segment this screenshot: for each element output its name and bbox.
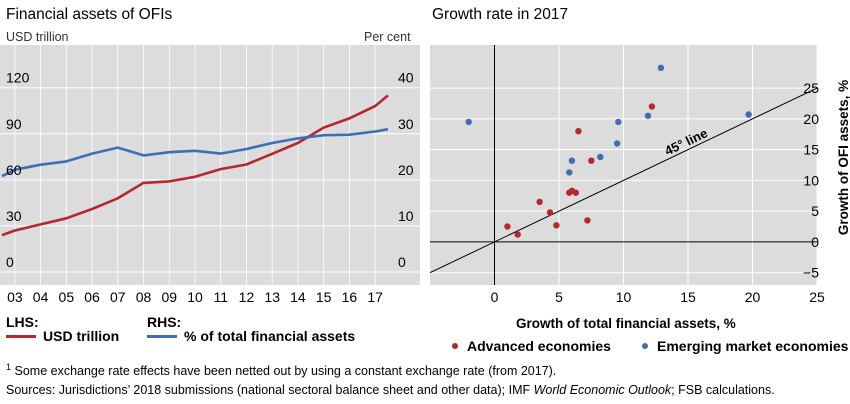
scatter-x-tick-label: 5 — [555, 289, 563, 305]
x-tick-label: 07 — [110, 289, 126, 305]
advanced-economy-point — [553, 222, 560, 229]
scatter-x-tick-label: 25 — [809, 289, 825, 305]
legend-advanced-dot — [452, 343, 458, 349]
advanced-economy-point — [536, 198, 543, 206]
legend-lhs-tag: LHS: — [6, 314, 39, 330]
sources-italic: World Economic Outlook — [533, 383, 672, 397]
rhs-tick-label: 30 — [398, 116, 414, 132]
scatter-x-tick-label: 10 — [616, 289, 632, 305]
sources-prefix: Sources: Jurisdictions’ 2018 submissions… — [6, 383, 534, 397]
left-line-chart: 0 30 60 90 120 0 10 20 30 40 03 04 05 06 07 08 09 10 11 12 1… — [0, 45, 420, 305]
scatter-y-tick-label: −5 — [803, 265, 819, 281]
legend-emerging-label: Emerging market economies — [657, 338, 849, 354]
lhs-tick-label: 90 — [6, 116, 22, 132]
x-tick-label: 08 — [136, 289, 152, 305]
emerging-economy-point — [465, 118, 472, 126]
sources-note: Sources: Jurisdictions’ 2018 submissions… — [6, 383, 775, 397]
scatter-y-tick-label: 10 — [803, 172, 819, 188]
legend-emerging-dot — [642, 343, 648, 349]
x-tick-label: 11 — [213, 289, 228, 305]
lhs-tick-label: 60 — [6, 162, 22, 178]
advanced-economy-point — [572, 189, 579, 196]
rhs-tick-label: 0 — [398, 254, 406, 270]
footnote-text: Some exchange rate effects have been net… — [11, 364, 557, 379]
scatter-y-tick-label: 15 — [803, 142, 819, 158]
footnote: 1 Some exchange rate effects have been n… — [6, 362, 556, 378]
emerging-economy-point — [657, 64, 665, 72]
pct-total-assets-line — [1, 127, 389, 178]
emerging-economy-point — [568, 157, 576, 164]
advanced-economy-point — [648, 103, 656, 110]
emerging-economy-point — [597, 153, 604, 161]
legend-usd-item: USD trillion — [6, 328, 119, 344]
legend-pct-swatch — [147, 334, 177, 338]
y-axis-title: Growth of OFI assets, % — [836, 79, 850, 236]
rhs-tick-label: 10 — [398, 208, 414, 224]
legend-rhs-label: RHS: — [147, 314, 182, 330]
legend-advanced-label: Advanced economies — [467, 338, 611, 354]
usd-trillion-line — [1, 94, 389, 237]
x-tick-label: 04 — [33, 289, 49, 305]
legend-rhs-tag: RHS: — [147, 314, 181, 330]
advanced-economy-point — [588, 157, 595, 164]
scatter-x-tick-label: 20 — [745, 289, 761, 305]
legend-usd-swatch — [6, 334, 36, 338]
rhs-tick-label: 40 — [398, 70, 414, 86]
scatter-y-tick-label: 25 — [803, 80, 819, 96]
emerging-economy-point — [566, 169, 573, 176]
rhs-tick-label: 20 — [398, 162, 414, 178]
scatter-x-tick-label: 0 — [491, 289, 499, 305]
emerging-economy-point — [745, 111, 752, 118]
x-tick-label: 06 — [84, 289, 100, 305]
legend-pct-item: % of total financial assets — [147, 328, 355, 344]
left-chart-title: Financial assets of OFIs — [6, 6, 173, 23]
advanced-economy-point — [575, 128, 582, 135]
x-tick-label: 10 — [187, 289, 203, 305]
advanced-economy-point — [514, 231, 521, 238]
advanced-economy-point — [504, 223, 511, 230]
lhs-tick-label: 0 — [6, 254, 14, 270]
scatter-y-tick-label: 5 — [811, 203, 819, 219]
x-tick-label: 12 — [239, 289, 255, 305]
x-tick-label: 14 — [290, 289, 306, 305]
x-tick-label: 05 — [59, 289, 75, 305]
x-tick-label: 09 — [161, 289, 177, 305]
scatter-y-tick-label: 20 — [803, 111, 819, 127]
emerging-economy-point — [613, 140, 621, 147]
footnote-mark: 1 — [6, 362, 12, 372]
scatter-x-tick-label: 15 — [680, 289, 696, 305]
reference-45-line — [430, 87, 817, 274]
lhs-tick-label: 30 — [6, 208, 22, 224]
lhs-tick-label: 120 — [6, 70, 30, 86]
legend-advanced-item: Advanced economies — [452, 338, 611, 354]
x-tick-label: 13 — [264, 289, 280, 305]
legend-lhs-label: LHS: — [6, 314, 39, 330]
advanced-economy-point — [584, 217, 591, 224]
x-tick-label: 16 — [342, 289, 358, 305]
emerging-economy-point — [615, 118, 622, 126]
rhs-unit-label: Per cent — [364, 30, 411, 44]
legend-emerging-item: Emerging market economies — [642, 338, 848, 354]
emerging-economy-point — [644, 112, 652, 120]
legend-pct-label: % of total financial assets — [184, 328, 356, 344]
lhs-unit-label: USD trillion — [6, 30, 69, 44]
left-plot-panel — [0, 45, 420, 285]
scatter-y-tick-label: 0 — [811, 234, 819, 250]
x-tick-label: 03 — [7, 289, 23, 305]
advanced-economy-point — [546, 209, 554, 216]
sources-suffix: ; FSB calculations. — [671, 383, 775, 397]
right-chart-title: Growth rate in 2017 — [432, 6, 569, 23]
x-axis-title: Growth of total financial assets, % — [516, 316, 736, 331]
x-tick-label: 17 — [367, 289, 383, 305]
legend-usd-label: USD trillion — [43, 328, 120, 344]
x-tick-label: 15 — [316, 289, 332, 305]
